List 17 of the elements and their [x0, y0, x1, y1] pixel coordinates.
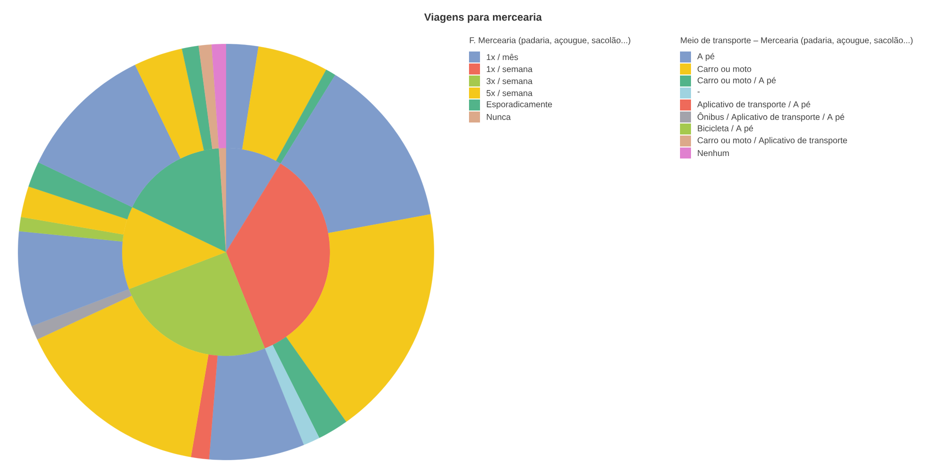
- legend-label: Ônibus / Aplicativo de transporte / A pé: [698, 112, 844, 122]
- legend-title: F. Mercearia (padaria, açougue, sacolão...): [470, 37, 630, 45]
- legend-label: Bicicleta / A pé: [698, 124, 754, 133]
- legend-label: 5x / semana: [486, 90, 532, 96]
- legend-label: Nenhum: [698, 150, 729, 156]
- legend-title: Meio de transporte – Mercearia (padaria, açougue, sacolão...): [680, 37, 913, 45]
- legend-label: Esporadicamente: [486, 101, 552, 109]
- legend-label: 3x / semana: [486, 78, 532, 84]
- legend-label: Carro ou moto / A pé: [698, 76, 776, 85]
- chart-title: Viagens para mercearia: [424, 13, 542, 23]
- legend-label: Carro ou moto: [698, 66, 752, 72]
- legend-label: Nunca: [486, 114, 511, 120]
- legend-label: Aplicativo de transporte / A pé: [697, 100, 810, 109]
- legend-label: A pé: [697, 52, 714, 61]
- legend-label: Carro ou moto / Aplicativo de transporte: [698, 137, 848, 145]
- legend-label: 1x / mês: [486, 54, 518, 60]
- legend-label: 1x / semana: [486, 66, 532, 72]
